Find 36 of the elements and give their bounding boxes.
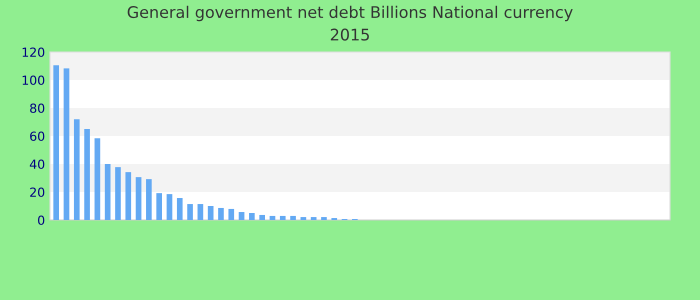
bar <box>310 217 316 220</box>
bar <box>146 179 152 220</box>
chart-subtitle: 2015 <box>330 28 369 41</box>
bar <box>238 212 244 220</box>
y-tick-label: 100 <box>22 75 44 85</box>
bar <box>136 177 142 220</box>
bar <box>94 138 100 220</box>
bar <box>249 213 255 220</box>
bar <box>218 208 224 220</box>
bar <box>115 167 121 220</box>
bar <box>280 216 286 220</box>
bar <box>228 208 234 220</box>
y-tick-label: 80 <box>30 103 44 113</box>
y-tick-label: 20 <box>30 187 44 197</box>
y-tick-label: 60 <box>30 131 44 141</box>
bar <box>176 198 183 220</box>
bar <box>270 216 276 220</box>
bar <box>84 129 90 220</box>
bar <box>156 193 162 220</box>
bar <box>187 204 193 220</box>
bar <box>198 204 204 220</box>
bar <box>64 68 70 220</box>
bar <box>259 214 265 220</box>
y-tick-label: 40 <box>30 159 44 169</box>
bar <box>104 164 111 220</box>
bar <box>166 194 172 220</box>
bar <box>321 217 327 220</box>
y-tick-label: 120 <box>22 47 44 57</box>
bar <box>290 216 296 220</box>
bar <box>208 206 214 220</box>
bar <box>125 172 132 220</box>
bar <box>53 65 60 220</box>
chart-title: General government net debt Billions National currency <box>128 6 573 22</box>
bar <box>74 119 80 220</box>
y-tick-label: 0 <box>38 215 44 225</box>
bar <box>300 217 306 220</box>
